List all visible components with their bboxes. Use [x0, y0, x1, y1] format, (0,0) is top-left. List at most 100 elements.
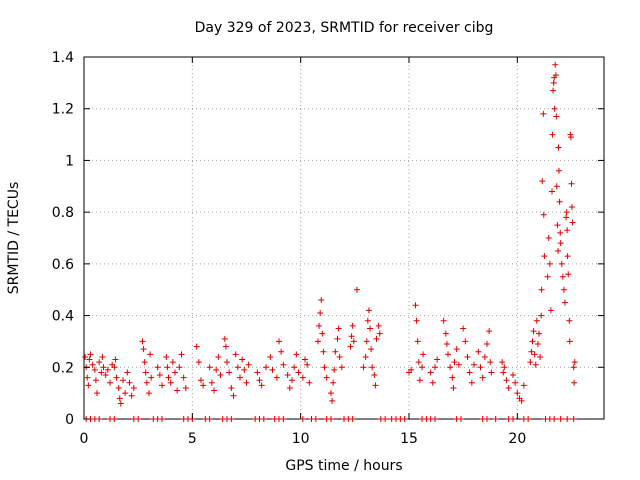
data-point	[120, 377, 126, 384]
data-point	[99, 353, 106, 360]
data-point	[559, 273, 566, 280]
data-point	[321, 364, 328, 371]
data-point	[365, 307, 372, 314]
data-point	[254, 369, 261, 376]
data-point	[89, 361, 96, 368]
data-point	[122, 390, 129, 397]
data-point	[172, 369, 178, 376]
y-tick-label: 0.8	[52, 205, 74, 221]
data-point	[107, 379, 113, 386]
data-point	[443, 341, 450, 348]
data-point	[328, 416, 334, 422]
data-point	[135, 416, 142, 422]
data-point	[479, 374, 486, 381]
data-point	[555, 247, 562, 254]
data-point	[320, 348, 327, 355]
data-point	[142, 369, 149, 376]
data-point	[291, 364, 298, 371]
data-point	[206, 364, 213, 371]
data-point	[562, 299, 568, 306]
data-point	[460, 325, 467, 332]
data-point	[368, 346, 375, 353]
data-point	[87, 351, 94, 358]
data-point	[228, 384, 235, 391]
data-point	[556, 198, 563, 205]
data-point	[164, 364, 171, 371]
data-point	[552, 72, 559, 79]
data-point	[510, 416, 516, 422]
data-point	[180, 374, 187, 381]
data-point	[323, 374, 330, 381]
data-point	[545, 235, 552, 241]
data-point	[564, 227, 571, 234]
data-point	[128, 392, 135, 399]
data-point	[165, 374, 172, 381]
data-point	[458, 416, 464, 422]
data-point	[565, 271, 572, 278]
data-point	[549, 131, 556, 138]
data-point	[432, 416, 438, 422]
data-point	[512, 379, 519, 386]
data-point	[330, 379, 337, 386]
data-point	[226, 369, 233, 376]
data-point	[304, 361, 311, 368]
data-point	[143, 379, 150, 386]
data-point	[174, 387, 181, 394]
plot-area	[83, 56, 605, 420]
data-point	[510, 372, 516, 379]
x-tick-label: 10	[292, 431, 310, 447]
data-point	[369, 364, 376, 371]
data-point	[217, 372, 224, 379]
data-point	[569, 219, 576, 226]
data-point	[553, 183, 560, 190]
data-series-srmtid	[82, 61, 578, 422]
data-point	[477, 364, 484, 371]
data-point	[221, 335, 228, 342]
data-point	[328, 390, 334, 397]
data-point	[239, 356, 246, 363]
data-point	[82, 353, 89, 360]
data-point	[167, 379, 174, 386]
data-point	[537, 353, 544, 360]
data-point	[273, 374, 280, 381]
data-point	[360, 364, 367, 371]
data-point	[372, 382, 379, 389]
data-point	[115, 384, 122, 391]
data-point	[550, 79, 557, 86]
data-point	[538, 312, 545, 319]
data-point	[232, 351, 239, 358]
data-point	[570, 416, 577, 422]
data-point	[552, 61, 559, 68]
data-point	[332, 348, 339, 355]
data-point	[464, 353, 471, 360]
data-point	[499, 359, 506, 366]
data-point	[427, 369, 434, 376]
data-point	[318, 297, 325, 304]
data-point	[140, 346, 147, 353]
data-point	[414, 338, 421, 345]
data-point	[169, 359, 176, 366]
data-point	[280, 361, 287, 368]
y-tick-label: 1.2	[52, 102, 74, 118]
x-tick-label: 5	[188, 431, 197, 447]
data-point	[429, 379, 436, 386]
data-point	[154, 364, 161, 371]
data-point	[558, 260, 565, 267]
data-point	[531, 351, 538, 358]
data-point	[293, 351, 300, 358]
data-point	[563, 214, 570, 221]
data-point	[544, 273, 551, 280]
data-point	[541, 253, 548, 260]
data-point	[551, 416, 558, 422]
data-point	[501, 364, 508, 371]
data-point	[284, 372, 291, 379]
data-point	[208, 379, 215, 386]
data-point	[529, 338, 536, 345]
data-point	[534, 341, 541, 348]
data-point	[256, 377, 263, 384]
data-point	[348, 333, 355, 340]
data-point	[267, 353, 274, 360]
data-point	[335, 325, 342, 332]
data-point	[549, 188, 555, 195]
data-point	[224, 359, 230, 366]
